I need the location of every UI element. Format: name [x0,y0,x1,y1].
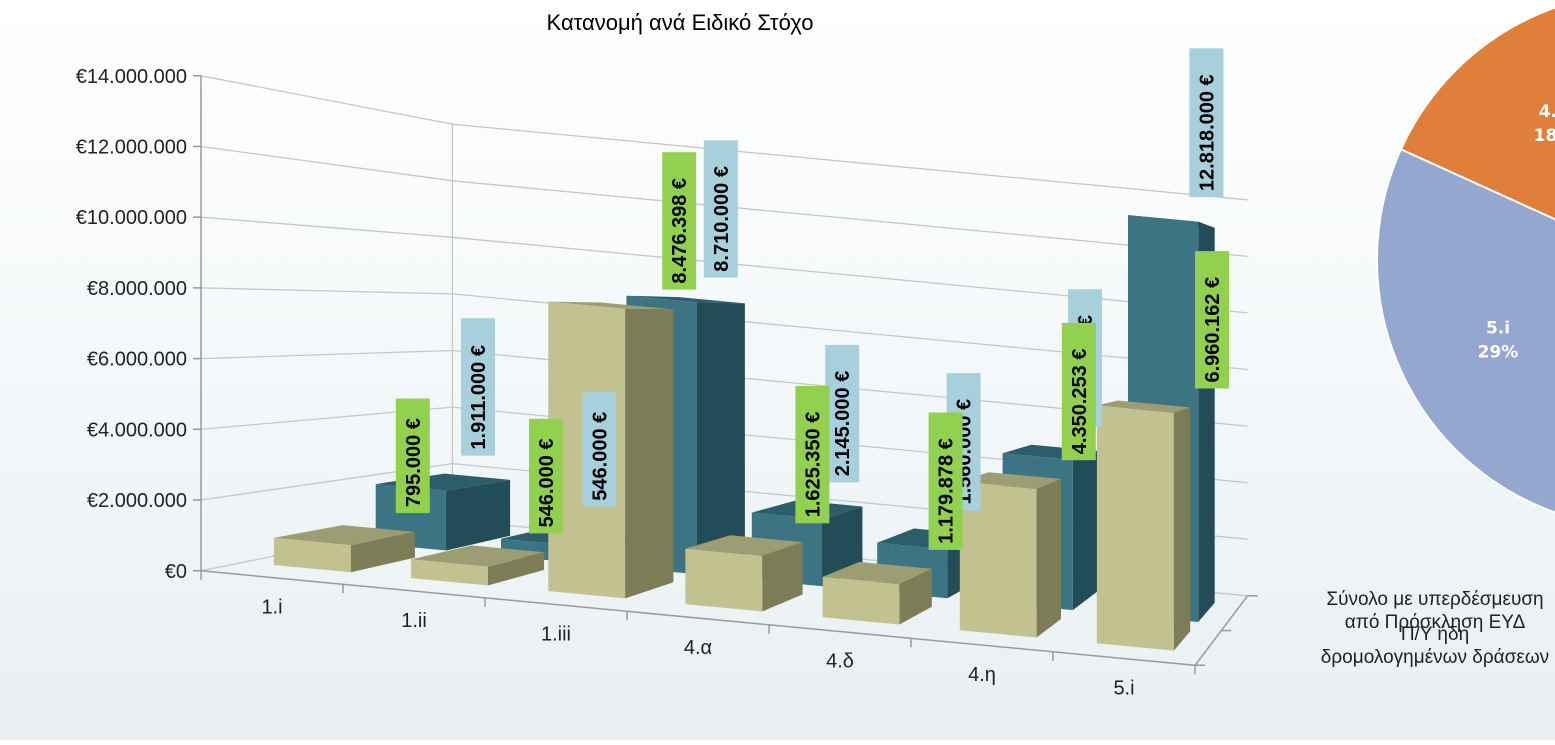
y-tick-label: €0 [165,561,187,583]
bar-side [762,542,803,612]
y-axis: €0 €2.000.000 €4.000.000 €6.000.000 €8.000.0… [76,66,202,583]
data-label-front: 8.476.398 € [662,152,697,290]
data-label-front: 6.960.162 € [1195,251,1229,389]
depth-axis-label: Σύνολο με υπερδέσμευση από Πρόσκληση ΕΥΔ [1326,589,1543,633]
data-label-text: 8.710.000 € [711,166,733,272]
data-label-front: 1.179.878 € [928,412,963,550]
data-label-text: 1.625.350 € [802,412,824,518]
data-label-text: 6.960.162 € [1202,277,1224,383]
data-label-bg [703,140,738,278]
bar-front-series [1096,400,1191,651]
data-label-front: 4.350.253 € [1061,322,1096,461]
pie-slice [1376,147,1555,514]
bar-top [273,525,415,546]
bar-top [626,295,745,304]
bar-side [1036,479,1061,638]
bar-top [959,472,1061,489]
data-label-front: 1.625.350 € [795,385,830,524]
data-label-text: 546.000 € [589,412,611,501]
x-tick-label: 4.δ [826,651,854,673]
bar-top [411,545,545,567]
bar-top [1096,400,1191,413]
pie-percent: 18% [1534,126,1555,146]
y-tick-label: €14.000.000 [76,66,187,88]
bar-front-series [411,545,545,586]
x-tick-label: 4.η [968,664,996,686]
bar-side [350,532,415,573]
x-tick-label: 4.α [684,637,712,659]
data-label-text: 546.000 € [536,438,558,527]
bar-top [822,561,932,585]
data-label-back: 2.145.000 € [825,344,860,483]
data-label-front: 546.000 € [529,418,563,534]
bar-top [685,535,803,556]
chart-title: Κατανομή ανά Ειδικό Στόχο [547,10,814,35]
bar-front [273,537,351,573]
pie-slice [1399,6,1555,221]
data-label-text: 12.818.000 € [1196,74,1218,191]
data-label-bg [662,152,697,290]
data-label-bg [928,412,963,550]
x-tick-label: 1.i [261,597,282,619]
data-label-back: 8.710.000 € [703,140,738,278]
y-tick-label: €8.000.000 [87,278,187,300]
y-tick-label: €10.000.000 [76,207,187,229]
pie-percent: 29% [1478,343,1519,363]
x-tick-label: 1.ii [401,610,427,632]
bar-front-series [822,561,932,625]
data-label-bg [825,344,860,483]
bar-front-series [273,525,415,573]
data-label-bg [1061,322,1096,461]
y-tick-label: €4.000.000 [87,419,187,441]
data-label-bg [395,398,430,514]
data-label-text: 2.145.000 € [832,371,854,477]
y-tick-label: €2.000.000 [87,490,187,512]
bar-front-series [959,472,1061,638]
bar-side [487,552,545,586]
data-label-bg [582,392,617,507]
bar-side [445,479,511,551]
bar-front [822,576,900,625]
bar-side [625,308,674,599]
data-label-bg [1195,251,1229,389]
data-labels: 1.911.000 € 546.000 € 8.710.000 € 2.145.000… [395,48,1229,550]
x-tick-label: 5.i [1113,678,1134,700]
bar-front [685,548,763,612]
x-axis: 1.i 1.ii 1.iii 4.α 4.δ 4.η 5.i Σύνολο με υπερδέ… [200,570,1549,700]
data-label-bg [795,385,830,524]
depth-axis-label: Π/Υ ήδη δρομολογημένων δράσεων [1321,624,1549,668]
data-label-back: 546.000 € [582,392,617,507]
data-label-back: 12.818.000 € [1189,48,1224,198]
data-label-text: 8.476.398 € [669,178,691,284]
bar-front-series [685,535,803,612]
bar-side [1173,407,1191,651]
data-label-back: 1.911.000 € [461,318,495,456]
bar-side [1072,450,1098,611]
data-label-bg [461,318,495,456]
pie-chart: 5.i 29% 4.η 18% [1376,6,1555,514]
data-label-bg [1189,48,1224,198]
x-tick-label: 1.iii [541,624,571,646]
data-label-text: 1.179.878 € [936,438,958,544]
pie-label: 5.i [1486,319,1510,339]
bar-side [696,302,745,575]
bar-front [959,481,1037,638]
data-label-bg [529,418,563,534]
y-tick-label: €12.000.000 [76,137,187,159]
bar-front [1096,405,1174,651]
pie-label: 4.η [1539,102,1555,122]
data-label-text: 4.350.253 € [1069,349,1091,455]
data-label-text: 1.911.000 € [468,345,490,450]
y-tick-label: €6.000.000 [87,349,187,371]
data-label-front: 795.000 € [395,398,430,514]
bar-front [411,559,488,586]
bar-top [548,301,674,310]
chart-bars [273,215,1215,651]
data-label-text: 795.000 € [403,418,425,507]
bar-side [899,568,932,625]
